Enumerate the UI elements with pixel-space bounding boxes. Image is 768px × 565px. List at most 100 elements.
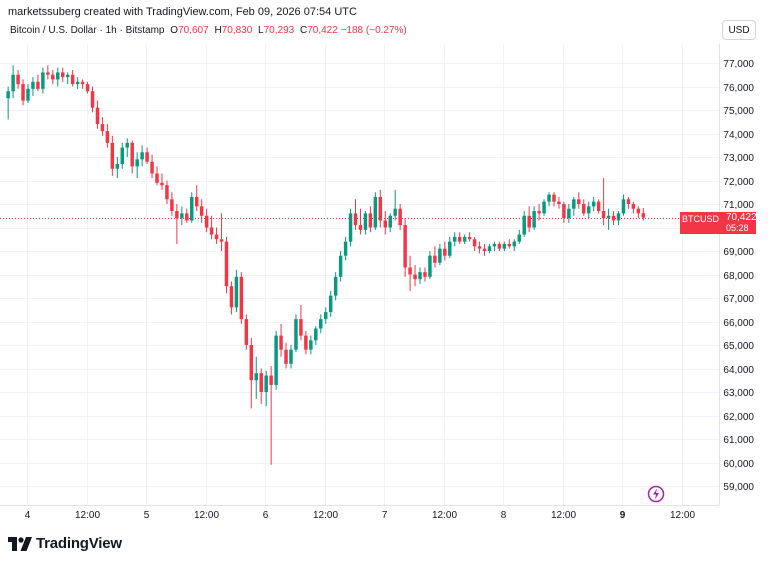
candle <box>269 366 273 465</box>
candle-body <box>289 349 293 364</box>
candle <box>244 314 249 350</box>
candle-body <box>338 255 343 277</box>
candle <box>70 70 75 87</box>
price-tick-label: 73,000 <box>723 153 754 164</box>
time-tick-label: 12:00 <box>313 510 338 521</box>
candle <box>41 67 45 94</box>
candle <box>199 199 204 223</box>
candle <box>259 368 263 404</box>
candle-body <box>314 328 318 341</box>
candle-body <box>105 131 110 143</box>
price-tag-value: 70,422 <box>726 212 757 223</box>
candle-body <box>170 199 174 212</box>
candle <box>502 241 507 251</box>
candle-body <box>557 201 561 204</box>
time-tick-label: 12:00 <box>670 510 695 521</box>
candle-body <box>552 194 556 202</box>
candle <box>443 241 447 261</box>
candle <box>448 236 452 259</box>
price-tick-label: 74,000 <box>723 130 754 141</box>
candle <box>477 241 482 254</box>
candle <box>11 65 15 99</box>
candle-body <box>428 255 432 277</box>
candle <box>180 206 184 226</box>
candle <box>150 154 154 179</box>
candle <box>522 211 526 237</box>
candle <box>294 314 298 353</box>
time-tick-label: 12:00 <box>75 510 100 521</box>
candle-body <box>254 373 258 381</box>
candlestick-chart[interactable]: 59,000 60,000 61,000 62,000 63,000 64,000 65,0… <box>0 0 768 530</box>
legend-low-value: 70,293 <box>263 25 295 36</box>
candle-body <box>65 74 70 78</box>
candle <box>254 356 258 400</box>
lightning-icon[interactable] <box>647 485 665 503</box>
candle <box>542 199 546 216</box>
legend-close-label: C <box>299 25 308 36</box>
candle <box>289 345 293 369</box>
candle-body <box>517 234 521 242</box>
price-tick-label: 76,000 <box>723 83 754 94</box>
time-tick-label: 7 <box>382 510 388 521</box>
candle <box>343 236 348 261</box>
candle-body <box>41 72 45 89</box>
candle <box>403 218 407 277</box>
candle <box>16 70 20 89</box>
candle-body <box>56 72 60 80</box>
candle <box>591 196 596 212</box>
candle-body <box>204 215 209 228</box>
candle <box>234 269 239 313</box>
candle <box>408 255 412 291</box>
candle <box>631 201 636 214</box>
candle-body <box>209 227 214 235</box>
price-tick-label: 60,000 <box>723 459 754 470</box>
candle-body <box>279 335 283 350</box>
price-tick-label: 72,000 <box>723 177 754 188</box>
candle <box>348 208 353 247</box>
candle <box>135 152 139 179</box>
candle-body <box>547 194 551 202</box>
price-tag-countdown: 05:28 <box>726 223 749 233</box>
candle <box>616 211 621 226</box>
candle <box>264 370 268 407</box>
candle <box>110 135 115 176</box>
candle <box>393 189 397 221</box>
currency-button[interactable]: USD <box>722 20 756 40</box>
candle-body <box>383 220 388 228</box>
candle <box>418 267 422 284</box>
candle-body <box>90 91 95 108</box>
candle-body <box>269 375 273 385</box>
candle-body <box>199 206 204 216</box>
candle-body <box>577 199 581 204</box>
candle-body <box>229 286 234 308</box>
candle-body <box>522 215 526 235</box>
candle-body <box>512 241 517 247</box>
candle <box>383 211 388 235</box>
candle <box>115 157 120 179</box>
candle <box>641 207 646 221</box>
candle <box>60 67 65 82</box>
candle-body <box>408 267 412 275</box>
candle <box>606 208 611 230</box>
candle-body <box>596 201 601 212</box>
candle-body <box>358 225 363 230</box>
candle <box>155 166 159 186</box>
candle-body <box>60 72 65 78</box>
legend-change: −188 (−0.27%) <box>340 25 407 36</box>
candle <box>577 192 581 209</box>
candle <box>130 140 134 174</box>
candle <box>378 189 383 228</box>
candle-body <box>95 107 100 125</box>
candle-body <box>21 84 25 101</box>
candle-body <box>259 373 263 392</box>
legend-close-value: 70,422 <box>307 25 338 36</box>
candle <box>100 117 105 136</box>
candle-body <box>135 159 139 167</box>
candle-body <box>542 201 546 214</box>
time-tick-label: 8 <box>501 510 507 521</box>
candle-body <box>264 375 268 392</box>
candle-body <box>110 142 115 169</box>
candle-body <box>418 272 422 280</box>
candle-body <box>309 340 313 350</box>
candle <box>51 70 55 85</box>
